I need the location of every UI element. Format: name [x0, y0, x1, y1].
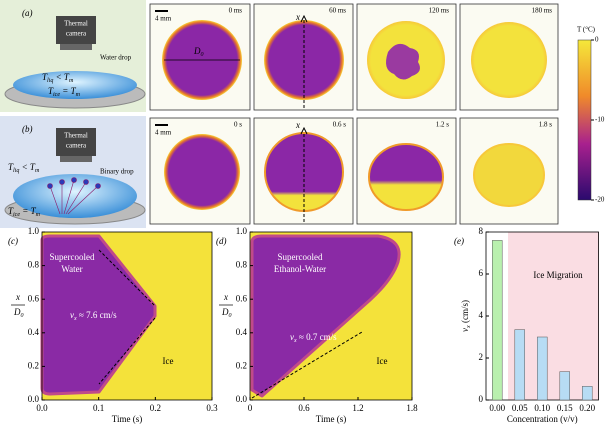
- y-tick-label: 4: [479, 310, 484, 320]
- colorbar: T (°C): [577, 26, 596, 200]
- unit: (cm/s): [460, 300, 470, 325]
- y-tick-label: 1.0: [28, 226, 40, 236]
- x-axis-label: Concentration (v/v): [507, 414, 578, 424]
- y-tick-label: 0.0: [236, 394, 248, 404]
- annotation: Ice: [163, 356, 174, 366]
- time-label: 180 ms: [532, 7, 553, 15]
- y-label-den: D0: [13, 307, 24, 319]
- bar: [515, 330, 525, 400]
- x-tick-label: 0: [248, 403, 253, 413]
- v-text: ≈ 0.7 cm/s: [297, 332, 337, 342]
- bar: [537, 337, 547, 400]
- camera-label: camera: [66, 30, 87, 38]
- y-axis-label: x D0: [11, 292, 25, 319]
- den-sub: 0: [229, 313, 232, 319]
- time-label: 0.6 s: [333, 121, 347, 129]
- y-tick-label: 2: [479, 352, 484, 362]
- panel-label: (a): [22, 8, 33, 18]
- annotation: Water: [61, 264, 82, 274]
- y-tick-label: 1.0: [236, 226, 248, 236]
- y-label-num: x: [15, 292, 20, 302]
- bar: [560, 372, 570, 400]
- time-label: 0 s: [234, 121, 242, 129]
- y-tick-label: 0: [479, 394, 484, 404]
- thermal-images: 4 mm 4 mm D0 x x: [150, 4, 558, 224]
- x-tick-label: 0.10: [534, 403, 550, 413]
- x-tick-label: 0.3: [206, 403, 218, 413]
- camera-lens: [60, 44, 92, 50]
- colorbar-tick-label: -20: [595, 196, 605, 204]
- den-sub: 0: [21, 313, 24, 319]
- panel-label: (c): [8, 236, 18, 246]
- panel-label: (b): [22, 124, 33, 134]
- y-tick-label: 0.2: [236, 360, 247, 370]
- axis-label: x: [295, 120, 300, 130]
- camera-label: Thermal: [64, 132, 88, 140]
- y-tick-label: 0.4: [28, 327, 40, 337]
- x-axis-label: Time (s): [112, 414, 142, 424]
- y-label-den: D0: [221, 307, 232, 319]
- v-text: ≈ 7.6 cm/s: [77, 310, 117, 320]
- y-tick-label: 0.4: [236, 327, 248, 337]
- x-tick-label: 0.2: [150, 403, 161, 413]
- panel-label: (d): [216, 236, 227, 246]
- scale-bar-label: 4 mm: [155, 129, 172, 137]
- y-tick-label: 0.8: [28, 260, 40, 270]
- heatmap-d: [250, 232, 412, 400]
- figure: Thermal camera (a) Water drop Tliq < Tm …: [0, 0, 606, 426]
- axis-label: x: [295, 12, 300, 22]
- panel-label: (e): [454, 236, 464, 246]
- time-label: 60 ms: [329, 7, 346, 15]
- y-axis-label: vx (cm/s): [460, 300, 472, 332]
- camera-lens: [60, 156, 92, 162]
- camera-label: camera: [66, 142, 87, 150]
- colorbar-title: T (°C): [577, 26, 596, 34]
- colorbar-tick-label: -10: [595, 116, 605, 124]
- x-tick-label: 0.20: [579, 403, 595, 413]
- annotation: Ethanol-Water: [274, 264, 326, 274]
- annotation: Ice Migration: [533, 270, 583, 280]
- x-tick-label: 1.8: [406, 403, 418, 413]
- panel-a: Thermal camera (a) Water drop Tliq < Tm …: [0, 0, 146, 112]
- x-tick-label: 0.15: [557, 403, 573, 413]
- y-tick-label: 6: [479, 268, 484, 278]
- x-axis-label: Time (s): [316, 414, 346, 424]
- camera-label: Thermal: [64, 20, 88, 28]
- y-label-num: x: [223, 292, 228, 302]
- colorbar-tick-label: 0: [595, 36, 599, 44]
- x-tick-label: 1.2: [352, 403, 363, 413]
- y-tick-label: 8: [479, 226, 484, 236]
- bar: [492, 240, 502, 400]
- scale-bar-label: 4 mm: [155, 15, 172, 23]
- drop-label: Water drop: [100, 54, 132, 62]
- drop-label: Binary drop: [100, 168, 134, 176]
- y-axis-label: x D0: [219, 292, 233, 319]
- x-tick-label: 0.00: [489, 403, 505, 413]
- x-tick-label: 0.6: [298, 403, 310, 413]
- y-tick-label: 0.6: [236, 293, 248, 303]
- x-tick-label: 0.1: [93, 403, 104, 413]
- y-tick-label: 0.8: [236, 260, 248, 270]
- panel-b: Thermal camera (b) Binary drop Tliq < Tm…: [0, 116, 146, 228]
- time-label: 0 ms: [229, 7, 243, 15]
- x-tick-label: 0.05: [512, 403, 528, 413]
- bar: [582, 386, 592, 400]
- time-label: 1.2 s: [436, 121, 450, 129]
- x-tick-label: 0.0: [36, 403, 48, 413]
- annotation: Supercooled: [278, 252, 323, 262]
- annotation: Supercooled: [50, 252, 95, 262]
- y-tick-label: 0.2: [28, 360, 39, 370]
- time-label: 1.8 s: [539, 121, 553, 129]
- time-label: 120 ms: [429, 7, 450, 15]
- annotation: Ice: [377, 356, 388, 366]
- y-tick-label: 0.6: [28, 293, 40, 303]
